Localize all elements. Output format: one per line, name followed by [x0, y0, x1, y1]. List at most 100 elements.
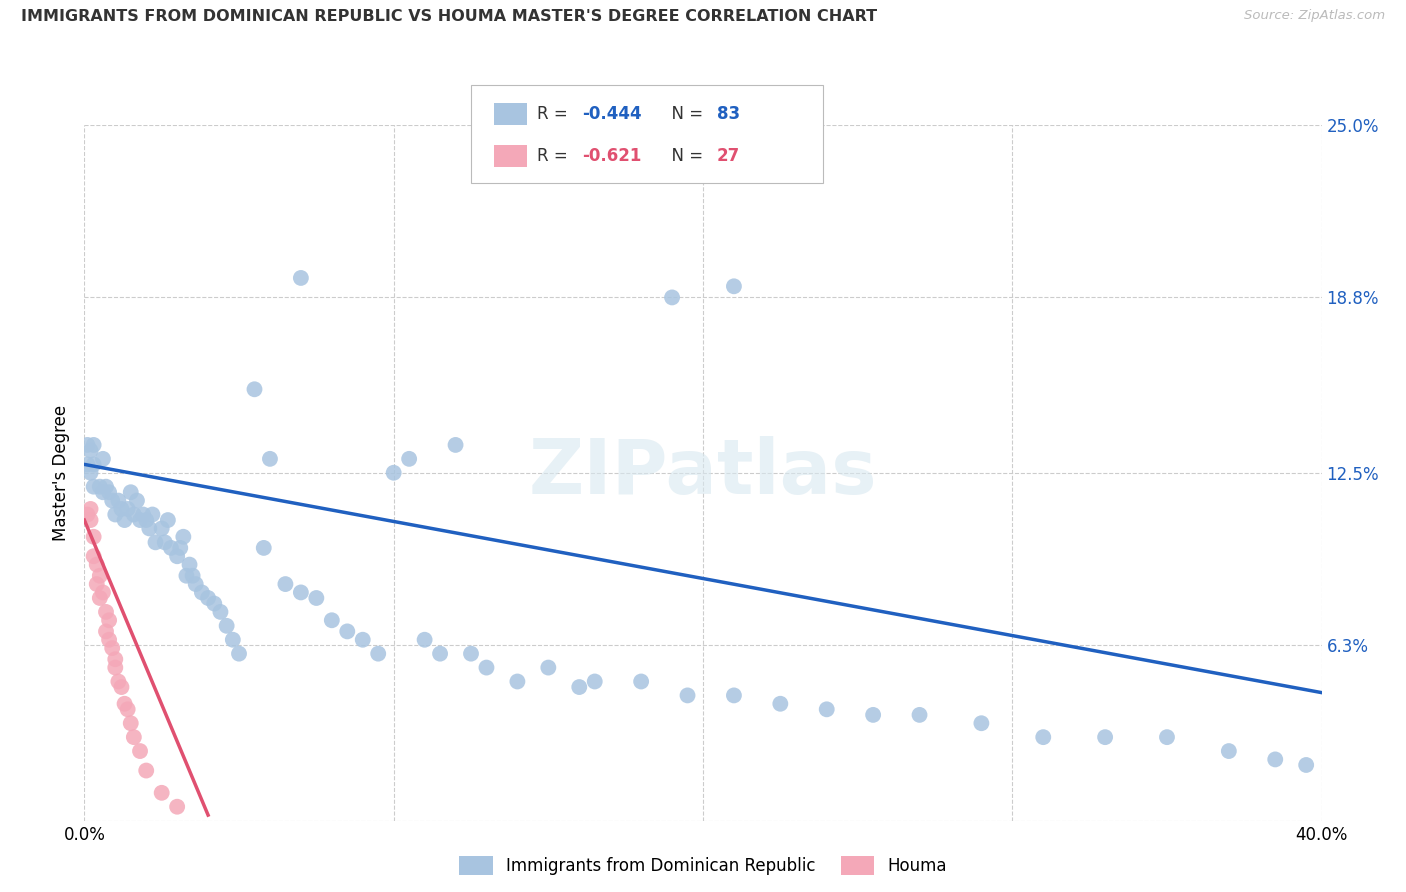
Point [91, 585, 114, 599]
Point [79, 466, 101, 480]
Point [89, 591, 111, 605]
Point [153, 535, 176, 549]
Point [79, 513, 101, 527]
Point [135, 764, 157, 778]
Point [94, 605, 117, 619]
Point [166, 549, 188, 564]
Point [98, 632, 121, 647]
Point [150, 521, 173, 535]
Point [120, 485, 142, 500]
Point [83, 438, 105, 452]
Point [429, 647, 451, 661]
Point [110, 502, 132, 516]
Point [104, 652, 127, 666]
Point [79, 502, 101, 516]
Point [156, 513, 179, 527]
Point [166, 799, 188, 814]
Point [120, 716, 142, 731]
Point [1218, 744, 1240, 758]
Point [336, 624, 359, 639]
Point [89, 568, 111, 582]
Point [76, 438, 98, 452]
Y-axis label: Master's Degree: Master's Degree [52, 405, 70, 541]
Point [94, 480, 117, 494]
Point [661, 290, 683, 304]
Text: N =: N = [661, 105, 709, 123]
Point [769, 697, 792, 711]
Point [76, 458, 98, 472]
Point [79, 443, 101, 458]
Point [122, 730, 145, 744]
Point [815, 702, 838, 716]
Point [228, 647, 250, 661]
Point [1264, 752, 1286, 766]
Point [209, 605, 232, 619]
Point [970, 716, 993, 731]
Point [107, 493, 129, 508]
Point [274, 577, 297, 591]
Point [305, 591, 328, 605]
Point [475, 660, 498, 674]
Text: 83: 83 [717, 105, 740, 123]
Point [141, 508, 163, 522]
Point [583, 674, 606, 689]
Text: -0.621: -0.621 [582, 147, 641, 165]
Point [290, 585, 312, 599]
Point [215, 619, 238, 633]
Point [104, 508, 127, 522]
Point [86, 577, 108, 591]
Point [122, 508, 145, 522]
Point [179, 558, 201, 572]
Point [160, 541, 183, 555]
Point [630, 674, 652, 689]
Point [117, 502, 139, 516]
Point [107, 674, 129, 689]
Point [83, 530, 105, 544]
Point [114, 697, 136, 711]
Point [676, 689, 699, 703]
Point [83, 549, 105, 564]
Text: Source: ZipAtlas.com: Source: ZipAtlas.com [1244, 9, 1385, 22]
Point [91, 451, 114, 466]
Point [908, 707, 931, 722]
Point [129, 513, 152, 527]
Text: N =: N = [661, 147, 709, 165]
Point [129, 744, 152, 758]
Point [83, 480, 105, 494]
Point [290, 271, 312, 285]
Point [89, 480, 111, 494]
Text: R =: R = [537, 147, 574, 165]
Point [91, 485, 114, 500]
Point [352, 632, 374, 647]
Point [110, 680, 132, 694]
Point [568, 680, 591, 694]
Legend: Immigrants from Dominican Republic, Houma: Immigrants from Dominican Republic, Houm… [460, 855, 946, 875]
Point [444, 438, 467, 452]
Point [169, 541, 191, 555]
Point [253, 541, 276, 555]
Point [104, 660, 127, 674]
Point [367, 647, 389, 661]
Point [181, 568, 204, 582]
Point [125, 493, 148, 508]
Point [117, 702, 139, 716]
Point [101, 641, 124, 656]
Point [114, 513, 136, 527]
Point [76, 508, 98, 522]
Point [191, 585, 214, 599]
Point [222, 632, 245, 647]
Point [506, 674, 529, 689]
Text: 27: 27 [717, 147, 741, 165]
Point [1032, 730, 1054, 744]
Point [1156, 730, 1178, 744]
Point [202, 597, 225, 611]
Point [862, 707, 884, 722]
Point [537, 660, 560, 674]
Point [132, 508, 155, 522]
Point [94, 624, 117, 639]
Point [98, 485, 121, 500]
Point [83, 458, 105, 472]
Point [259, 451, 281, 466]
Point [398, 451, 420, 466]
Point [382, 466, 405, 480]
